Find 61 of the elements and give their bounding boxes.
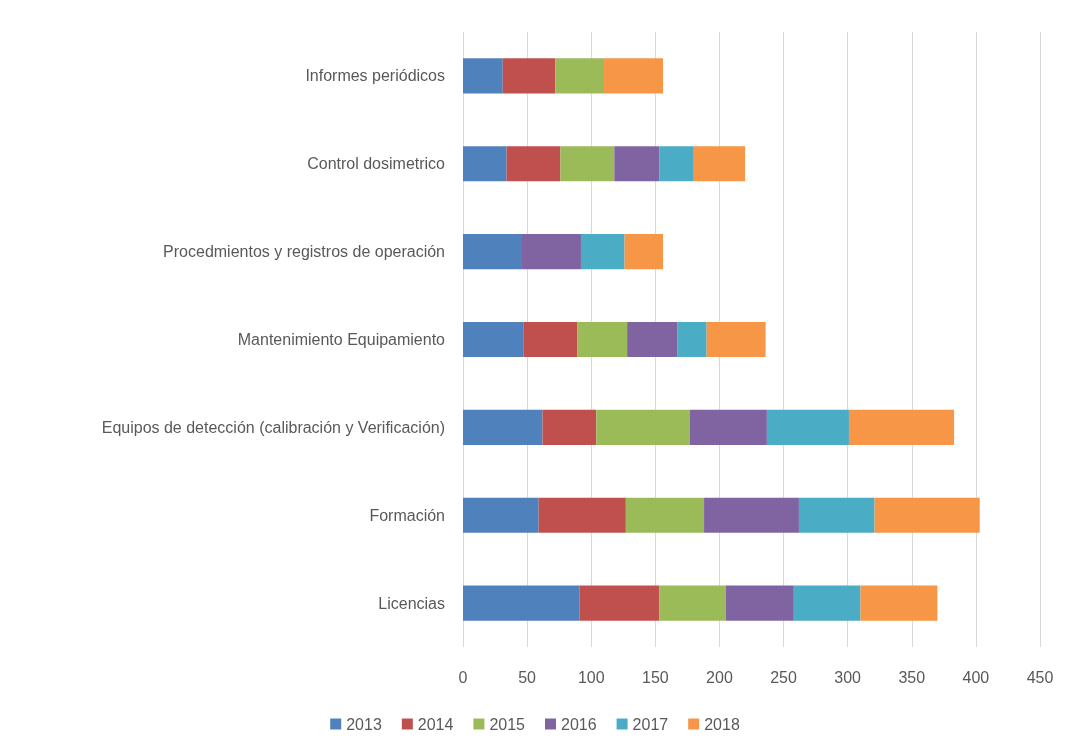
bar bbox=[604, 58, 664, 94]
y-tick-label: Licencias bbox=[378, 594, 445, 612]
bar bbox=[580, 234, 625, 270]
bar bbox=[677, 321, 707, 358]
bar bbox=[502, 58, 556, 94]
legend-label: 2016 bbox=[561, 715, 597, 733]
bar bbox=[523, 321, 578, 358]
x-tick-label: 200 bbox=[706, 668, 733, 686]
bar bbox=[579, 585, 660, 621]
legend-label: 2017 bbox=[632, 715, 669, 733]
x-tick-label: 400 bbox=[962, 668, 990, 686]
x-tick-label: 250 bbox=[770, 668, 797, 686]
bar bbox=[625, 497, 705, 533]
y-tick-label: Informes periódicos bbox=[305, 67, 445, 85]
bar bbox=[596, 409, 690, 445]
bar bbox=[577, 321, 628, 358]
x-tick-label: 50 bbox=[518, 668, 537, 686]
bar bbox=[706, 321, 766, 358]
legend-label: 2013 bbox=[346, 715, 382, 733]
y-tick-label: Mantenimiento Equipamiento bbox=[237, 331, 446, 348]
legend-label: 2015 bbox=[489, 715, 526, 733]
y-tick-label: Control dosimetrico bbox=[307, 155, 446, 173]
bar bbox=[848, 409, 955, 445]
bar bbox=[689, 409, 767, 445]
bar bbox=[874, 497, 980, 533]
legend-label: 2018 bbox=[704, 715, 740, 733]
bar bbox=[614, 146, 660, 182]
y-tick-label: Formación bbox=[369, 506, 445, 524]
bar bbox=[560, 146, 615, 182]
bar bbox=[693, 146, 746, 182]
y-tick-label: Procedmientos y registros de operación bbox=[163, 243, 445, 261]
bar bbox=[463, 58, 503, 94]
bar bbox=[798, 497, 875, 533]
bar bbox=[463, 146, 507, 182]
bar bbox=[793, 585, 861, 621]
bar bbox=[463, 409, 543, 445]
bar bbox=[521, 234, 581, 270]
bar bbox=[463, 585, 580, 621]
bar bbox=[463, 497, 539, 533]
bar bbox=[627, 321, 678, 358]
bar bbox=[538, 497, 626, 533]
y-tick-label: Equipos de detección (calibración y Verificación) bbox=[101, 418, 445, 436]
bar bbox=[659, 146, 694, 182]
legend-label: 2014 bbox=[417, 715, 454, 733]
x-tick-label: 300 bbox=[834, 668, 862, 686]
bar bbox=[463, 234, 522, 270]
bar bbox=[725, 585, 794, 621]
bar bbox=[860, 585, 938, 621]
bar bbox=[766, 409, 849, 445]
x-tick-label: 0 bbox=[458, 668, 468, 686]
bar bbox=[624, 234, 664, 270]
x-tick-label: 100 bbox=[577, 668, 605, 686]
bar bbox=[463, 321, 524, 358]
bar bbox=[542, 409, 597, 445]
bar bbox=[659, 585, 726, 621]
x-tick-label: 350 bbox=[898, 668, 926, 686]
x-tick-label: 450 bbox=[1026, 668, 1054, 686]
bar bbox=[704, 497, 799, 533]
x-tick-label: 150 bbox=[641, 668, 669, 686]
bar bbox=[506, 146, 561, 182]
bar bbox=[555, 58, 605, 94]
